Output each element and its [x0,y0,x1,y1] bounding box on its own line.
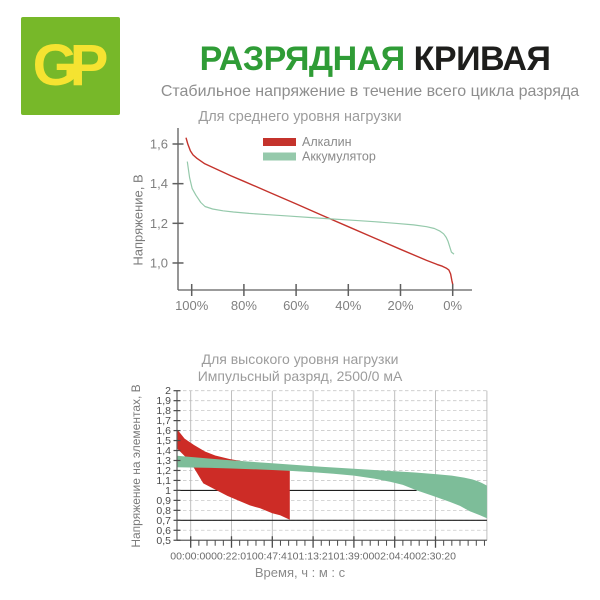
y-tick-label: 1,0 [150,255,168,270]
y-tick-label: 0,8 [156,505,171,517]
y-tick-label: 1,6 [150,137,168,152]
page-title-word-green: РАЗРЯДНАЯ [199,40,406,78]
y-tick-label: 2 [165,385,171,397]
x-tick-label: 01:13:21 [293,550,334,562]
y-tick-label: 0,9 [156,495,171,507]
gp-logo: GP [21,17,120,115]
x-tick-label: 02:04:40 [374,550,415,562]
alkaline-band [177,429,290,520]
x-tick-label: 02:30:20 [415,550,456,562]
y-tick-label: 1,4 [150,176,168,191]
x-tick-label: 80% [231,298,257,313]
chart2-subtitle: Импульсный разряд, 2500/0 мА [197,368,403,384]
legend-label-alkaline: Алкалин [302,135,352,149]
chart2-title: Для высокого уровня нагрузки [201,351,399,367]
medium-load-line-chart: 1,6 1,4 1,2 1,0 100% 80% 60% 40% 20% 0% АлкалинАкк… [150,128,472,313]
high-load-band-chart: 21,91,81,71,61,51,41,31,21,110,90,80,70,… [156,385,488,562]
x-tick-label: 40% [335,298,361,313]
legend-label-rechargeable: Аккумулятор [302,150,376,164]
y-tick-label: 1,7 [156,415,171,427]
y-tick-label: 1,6 [156,425,171,437]
alkaline-curve [185,137,454,285]
page-subtitle: Стабильное напряжение в течение всего ци… [160,83,580,100]
y-tick-label: 1,5 [156,435,171,447]
legend-swatch-rechargeable [263,152,296,161]
rechargeable-band [177,455,487,519]
y-tick-label: 1,2 [156,465,171,477]
x-tick-label: 60% [283,298,309,313]
x-tick-label: 100% [175,298,209,313]
x-tick-label: 00:47:41 [252,550,293,562]
y-tick-label: 0,7 [156,515,171,527]
x-tick-label: 00:00:00 [170,550,211,562]
y-tick-label: 1,8 [156,405,171,417]
x-tick-label: 00:22:01 [211,550,252,562]
y-tick-label: 1,2 [150,216,168,231]
y-tick-label: 0,5 [156,535,171,547]
y-tick-label: 1 [165,485,171,497]
chart1-title: Для среднего уровня нагрузки [198,109,402,125]
y-tick-label: 1,1 [156,475,171,487]
x-tick-label: 01:39:00 [333,550,374,562]
gp-logo-text: GP [32,33,109,98]
legend-swatch-alkaline [263,138,296,146]
x-tick-label: 0% [443,298,462,313]
y-tick-label: 1,9 [156,395,171,407]
chart2-x-axis-label: Время, ч : м : с [254,565,346,580]
rechargeable-curve [186,161,455,255]
page-title: РАЗРЯДНАЯ КРИВАЯ [155,40,595,79]
y-tick-label: 0,6 [156,525,171,537]
y-tick-label: 1,3 [156,455,171,467]
x-tick-label: 20% [387,298,413,313]
page-title-word-dark: КРИВАЯ [413,40,551,78]
y-tick-label: 1,4 [156,445,171,457]
